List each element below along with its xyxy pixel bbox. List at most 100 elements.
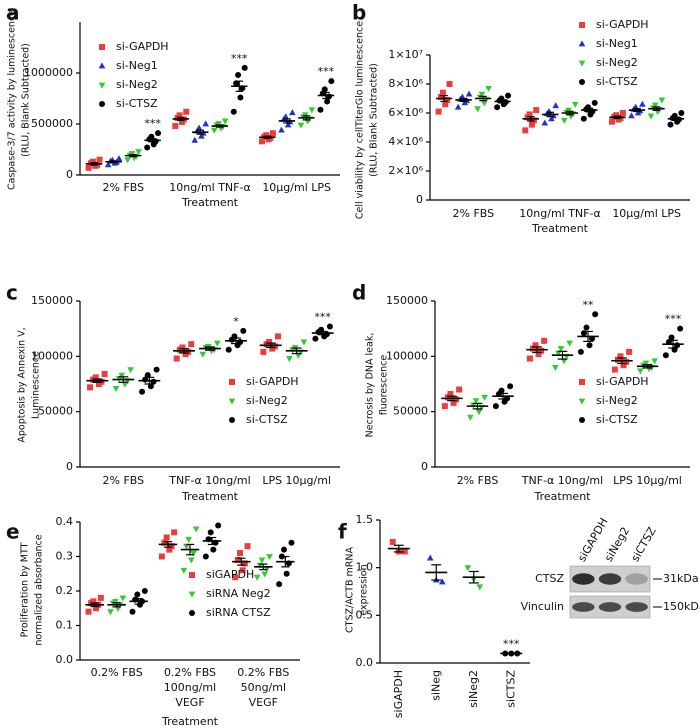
data-point	[639, 100, 646, 107]
data-point	[210, 546, 217, 553]
data-point	[626, 348, 633, 355]
data-point	[158, 553, 165, 560]
data-point	[241, 64, 248, 71]
data-point	[321, 86, 328, 93]
data-point	[294, 352, 302, 359]
data-point	[112, 598, 119, 605]
data-point	[90, 598, 97, 605]
data-point	[191, 136, 199, 143]
data-point	[87, 384, 94, 391]
data-point	[476, 584, 484, 591]
y-tick-label: 0.0	[356, 656, 374, 669]
blot-band	[625, 573, 648, 585]
x-tick-label: siCTSZ	[504, 670, 517, 708]
y-axis-label: Necrosis by DNA leak,	[365, 333, 376, 438]
y-tick-label: 150000	[386, 294, 428, 307]
y-tick-label: 0.5	[356, 608, 374, 621]
y-tick-label: 0.4	[56, 515, 74, 528]
data-point	[560, 117, 568, 124]
panel-letter: a	[6, 1, 20, 25]
data-point	[465, 90, 473, 97]
significance: **	[583, 298, 595, 311]
y-axis-label: Caspase-3/7 activity by luminescence	[7, 10, 18, 190]
legend-label: si-CTSZ	[246, 413, 288, 426]
data-point	[172, 123, 179, 130]
data-point	[274, 333, 281, 340]
data-point	[529, 345, 536, 352]
y-axis-label: Cell viability by cellTiterGlo luminesce…	[355, 21, 366, 219]
data-point	[168, 543, 175, 550]
data-point	[324, 98, 331, 105]
legend-marker	[229, 417, 235, 423]
x-tick-label: VEGF	[175, 696, 204, 709]
data-point	[147, 383, 154, 390]
legend-label: siGAPDH	[206, 568, 254, 581]
lane-label: siNeg2	[602, 525, 632, 564]
x-axis-label: Treatment	[161, 715, 219, 728]
data-point	[163, 534, 170, 541]
data-point	[153, 366, 160, 373]
y-tick-label: 0	[66, 460, 73, 473]
data-point	[276, 581, 283, 588]
data-point	[467, 414, 474, 421]
data-point	[446, 81, 453, 87]
data-point	[221, 118, 229, 125]
data-point	[289, 109, 296, 116]
data-point	[198, 132, 205, 139]
data-point	[328, 78, 335, 85]
data-point	[541, 337, 548, 344]
lane-label: siCTSZ	[629, 524, 659, 564]
data-point	[528, 121, 535, 128]
data-point	[107, 609, 114, 616]
data-point	[89, 158, 96, 165]
data-point	[185, 348, 192, 355]
data-point	[557, 346, 565, 353]
panel-letter: f	[338, 520, 347, 544]
data-point	[215, 522, 222, 529]
data-point	[239, 567, 246, 574]
data-point	[552, 102, 560, 109]
data-point	[583, 324, 590, 331]
x-tick-label: TNF-α 10ng/ml	[168, 474, 250, 487]
legend-marker	[228, 398, 236, 405]
data-point	[507, 383, 514, 390]
data-point	[453, 396, 460, 403]
data-point	[566, 340, 573, 347]
y-tick-label: 6×10⁶	[388, 106, 423, 119]
data-point	[580, 115, 587, 122]
legend-marker	[578, 398, 586, 405]
x-tick-label: 10ng/ml TNF-α	[519, 207, 600, 220]
x-tick-label: 2% FBS	[453, 207, 495, 220]
data-point	[454, 103, 462, 110]
data-point	[183, 108, 190, 115]
x-tick-label: 0.2% FBS	[91, 666, 143, 679]
x-tick-label: siNeg2	[467, 670, 480, 708]
legend-label: si-Neg2	[596, 56, 638, 69]
data-point	[435, 108, 442, 115]
data-point	[530, 117, 537, 124]
significance: ***	[318, 65, 335, 78]
x-tick-label: 2% FBS	[457, 474, 499, 487]
data-point	[101, 371, 108, 378]
data-point	[185, 536, 192, 543]
y-tick-label: 2×10⁶	[388, 164, 423, 177]
data-point	[202, 553, 209, 560]
size-label: 150kDa	[663, 600, 700, 613]
data-point	[437, 94, 444, 101]
x-tick-label: 10µg/ml LPS	[262, 181, 331, 194]
data-point	[475, 409, 483, 416]
size-label: 31kDa	[663, 572, 699, 585]
y-tick-label: 1.0	[356, 561, 374, 574]
data-point	[134, 591, 141, 598]
data-point	[300, 339, 308, 346]
data-point	[651, 102, 659, 109]
data-point	[144, 372, 151, 379]
data-point	[620, 362, 627, 369]
data-point	[464, 565, 472, 572]
y-tick-label: 0.0	[56, 653, 74, 666]
y-tick-label: 4×10⁶	[388, 135, 423, 148]
data-point	[586, 342, 593, 349]
data-point	[591, 99, 598, 106]
legend-marker	[579, 379, 585, 385]
data-point	[485, 85, 492, 92]
